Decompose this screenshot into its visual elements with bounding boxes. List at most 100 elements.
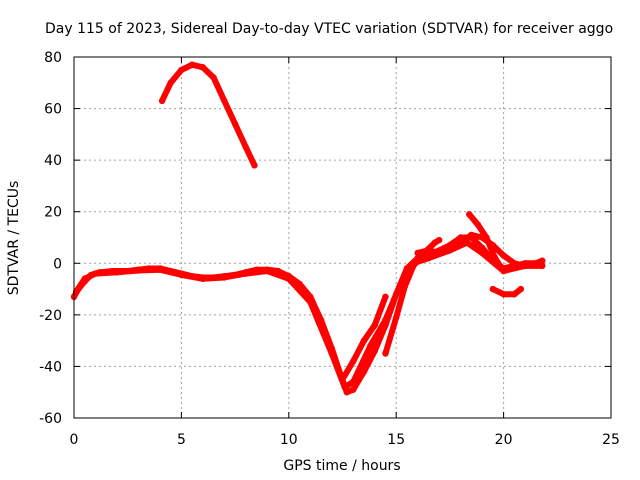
y-tick-label: -40 [39,359,62,375]
series-segment [401,262,417,290]
data-point [483,234,490,241]
data-point [251,162,258,169]
data-point [367,342,374,349]
data-point [210,74,217,81]
axis-ticks [73,56,612,419]
data-point [156,266,164,273]
series-track-hump [414,231,546,270]
series-segment [393,283,408,321]
series-segment [199,274,228,282]
data-point [401,283,408,290]
data-point [478,249,486,257]
series-segment [135,266,163,274]
y-tick-label: 0 [53,256,62,272]
series-segment [339,358,357,383]
data-point [511,291,518,298]
data-point [81,275,88,282]
plot-series [70,61,546,396]
series-track-parallel [72,239,544,391]
series-segment [221,97,239,128]
series-segment [382,314,400,357]
data-point [221,274,228,281]
data-point [500,267,507,275]
data-point [158,97,166,105]
data-point [474,221,482,228]
data-point [350,358,357,365]
series-segment [232,121,249,151]
series-segment [360,347,378,375]
y-tick-label: -20 [39,308,62,324]
data-point [188,61,196,68]
series-segment [159,79,174,104]
data-point [307,298,314,306]
data-point [360,368,368,375]
series-segment [371,293,389,329]
data-point [221,97,228,105]
series-segment [307,298,335,357]
x-tick-label: 20 [495,432,513,448]
data-point [425,254,432,262]
series-segment [242,268,271,277]
series-segment [350,342,374,385]
x-tick-label: 25 [602,432,620,448]
data-point [410,262,417,270]
series-segment [371,322,389,354]
data-point [393,314,400,321]
data-point [500,291,507,298]
y-tick-label: 20 [44,205,62,221]
axis-tick-labels: 0 5 10 15 20 25 -60 -40 -20 0 20 40 60 80 [39,50,620,448]
series-segment [285,275,314,305]
data-point [468,231,475,239]
x-tick-label: 15 [387,432,405,448]
series-segment [221,270,249,281]
data-point [491,254,499,262]
series-track-early-peak [158,61,258,169]
data-point [113,269,121,276]
data-point [199,275,207,282]
series-segment [113,267,142,276]
data-point [435,249,443,257]
data-point [178,66,185,74]
data-point [343,389,350,396]
data-point [285,275,292,282]
data-point [135,267,142,274]
data-point [511,260,518,267]
grid-lines [74,57,611,418]
data-point [457,239,464,246]
data-point [328,350,335,357]
data-point [231,120,239,128]
x-axis-label: GPS time / hours [283,458,400,474]
data-point [371,347,378,355]
series-segment [382,280,404,324]
data-point [517,285,524,293]
x-tick-label: 5 [177,432,186,448]
y-tick-label: -60 [39,411,62,427]
data-point [350,386,357,393]
data-point [466,211,473,218]
data-point [242,270,250,277]
series-segment [367,317,389,349]
data-point [489,285,497,293]
series-track-late-descent [339,293,389,383]
series-segment [483,234,499,262]
data-point [539,262,546,270]
series-segment [242,144,258,169]
data-point [371,321,378,329]
data-point [264,267,271,275]
y-tick-label: 40 [44,153,62,169]
data-point [382,293,389,301]
data-point [446,244,454,252]
y-tick-label: 80 [44,50,62,66]
chart-title: Day 115 of 2023, Sidereal Day-to-day VTE… [45,21,613,37]
series-segment [350,337,367,365]
series-segment [264,268,292,282]
data-point [350,378,357,386]
data-point [242,144,250,151]
series-segment [92,269,120,277]
series-segment [350,368,367,393]
data-point [199,64,207,71]
y-tick-label: 60 [44,102,62,118]
x-tick-label: 10 [280,432,298,448]
data-point [521,262,529,270]
